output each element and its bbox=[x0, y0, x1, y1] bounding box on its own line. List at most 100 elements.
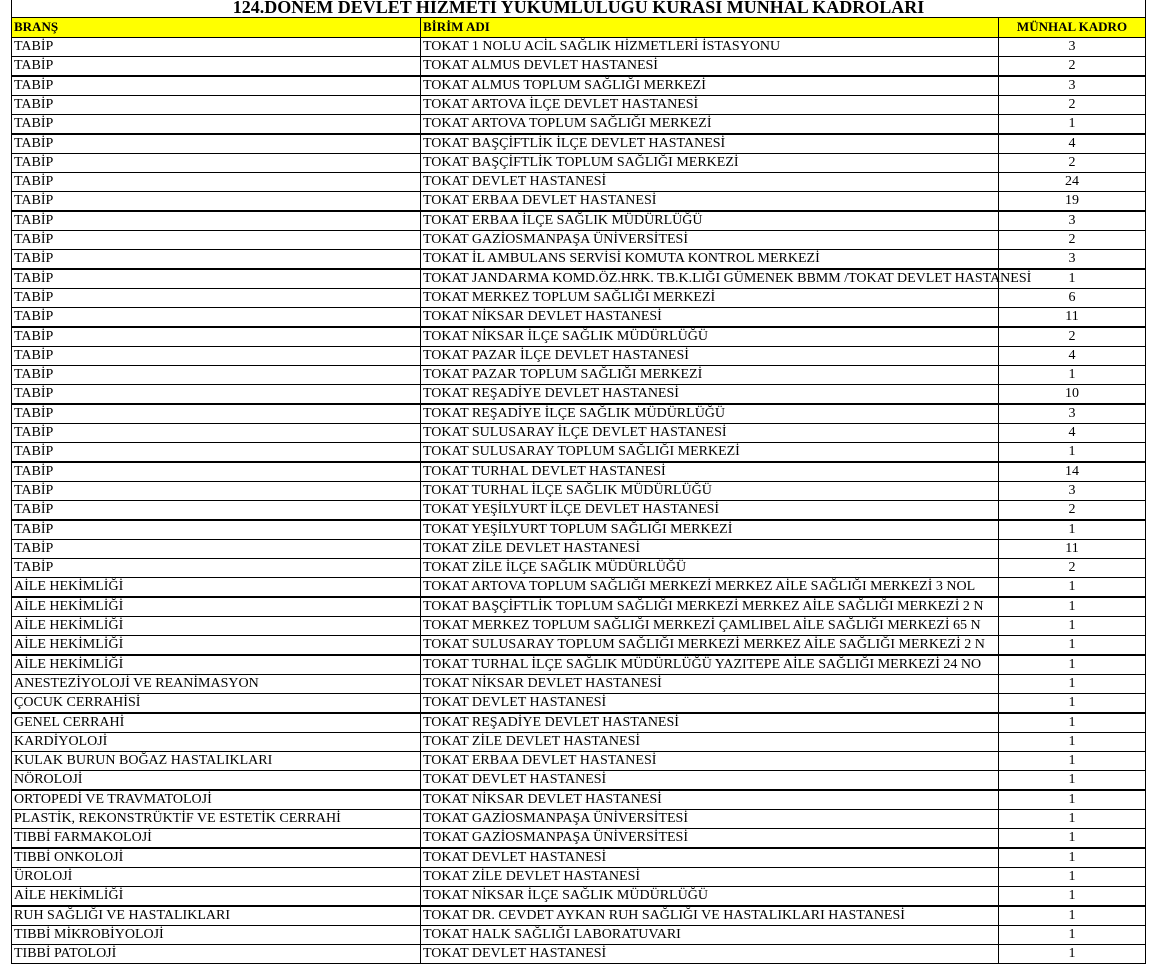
unit-cell: TOKAT ARTOVA TOPLUM SAĞLIĞI MERKEZİ bbox=[420, 114, 999, 134]
branch-cell: TABİP bbox=[11, 37, 421, 57]
unit-cell: TOKAT GAZİOSMANPAŞA ÜNİVERSİTESİ bbox=[420, 828, 999, 848]
unit-cell: TOKAT NİKSAR DEVLET HASTANESİ bbox=[420, 790, 999, 810]
branch-cell: TABİP bbox=[11, 288, 421, 308]
unit-cell: TOKAT TURHAL DEVLET HASTANESİ bbox=[420, 462, 999, 482]
quota-cell: 1 bbox=[998, 269, 1146, 289]
branch-cell: TIBBİ FARMAKOLOJİ bbox=[11, 828, 421, 848]
quota-cell: 1 bbox=[998, 867, 1146, 887]
branch-cell: TABİP bbox=[11, 172, 421, 192]
quota-cell: 2 bbox=[998, 95, 1146, 115]
branch-cell: ÜROLOJİ bbox=[11, 867, 421, 887]
branch-cell: TABİP bbox=[11, 442, 421, 462]
unit-cell: TOKAT DEVLET HASTANESİ bbox=[420, 944, 999, 964]
unit-cell: TOKAT YEŞİLYURT İLÇE DEVLET HASTANESİ bbox=[420, 500, 999, 520]
branch-cell: AİLE HEKİMLİĞİ bbox=[11, 635, 421, 655]
branch-cell: TIBBİ MİKROBİYOLOJİ bbox=[11, 925, 421, 945]
unit-cell: TOKAT REŞADİYE DEVLET HASTANESİ bbox=[420, 713, 999, 733]
branch-cell: AİLE HEKİMLİĞİ bbox=[11, 616, 421, 636]
quota-cell: 4 bbox=[998, 423, 1146, 443]
quota-cell: 2 bbox=[998, 153, 1146, 173]
unit-cell: TOKAT ZİLE DEVLET HASTANESİ bbox=[420, 732, 999, 752]
branch-cell: TIBBİ ONKOLOJİ bbox=[11, 848, 421, 868]
unit-cell: TOKAT PAZAR TOPLUM SAĞLIĞI MERKEZİ bbox=[420, 365, 999, 385]
branch-cell: ÇOCUK CERRAHİSİ bbox=[11, 693, 421, 713]
branch-cell: RUH SAĞLIĞI VE HASTALIKLARI bbox=[11, 906, 421, 926]
unit-cell: TOKAT ALMUS DEVLET HASTANESİ bbox=[420, 56, 999, 76]
quota-cell: 2 bbox=[998, 230, 1146, 250]
quota-cell: 2 bbox=[998, 500, 1146, 520]
unit-cell: TOKAT PAZAR İLÇE DEVLET HASTANESİ bbox=[420, 346, 999, 366]
quota-cell: 1 bbox=[998, 442, 1146, 462]
unit-cell: TOKAT BAŞÇİFTLİK TOPLUM SAĞLIĞI MERKEZİ bbox=[420, 153, 999, 173]
branch-cell: TABİP bbox=[11, 384, 421, 404]
unit-cell: TOKAT ZİLE DEVLET HASTANESİ bbox=[420, 867, 999, 887]
quota-cell: 14 bbox=[998, 462, 1146, 482]
quota-cell: 11 bbox=[998, 307, 1146, 327]
quota-cell: 1 bbox=[998, 365, 1146, 385]
unit-cell: TOKAT DEVLET HASTANESİ bbox=[420, 848, 999, 868]
branch-cell: TABİP bbox=[11, 211, 421, 231]
quota-cell: 2 bbox=[998, 327, 1146, 347]
unit-cell: TOKAT BAŞÇİFTLİK TOPLUM SAĞLIĞI MERKEZİ … bbox=[420, 597, 999, 617]
branch-cell: NÖROLOJİ bbox=[11, 770, 421, 790]
branch-cell: TABİP bbox=[11, 346, 421, 366]
unit-cell: TOKAT DEVLET HASTANESİ bbox=[420, 172, 999, 192]
unit-cell: TOKAT BAŞÇİFTLİK İLÇE DEVLET HASTANESİ bbox=[420, 134, 999, 154]
unit-cell: TOKAT TURHAL İLÇE SAĞLIK MÜDÜRLÜĞÜ bbox=[420, 481, 999, 501]
branch-cell: TABİP bbox=[11, 56, 421, 76]
quota-cell: 24 bbox=[998, 172, 1146, 192]
table-title: 124.DÖNEM DEVLET HİZMETİ YÜKÜMLÜLÜĞÜ KUR… bbox=[11, 0, 1146, 18]
branch-cell: TABİP bbox=[11, 191, 421, 211]
quota-cell: 3 bbox=[998, 249, 1146, 269]
quota-cell: 3 bbox=[998, 481, 1146, 501]
quota-cell: 4 bbox=[998, 346, 1146, 366]
unit-cell: TOKAT TURHAL İLÇE SAĞLIK MÜDÜRLÜĞÜ YAZIT… bbox=[420, 655, 999, 675]
branch-cell: TABİP bbox=[11, 327, 421, 347]
branch-cell: TABİP bbox=[11, 134, 421, 154]
quota-cell: 1 bbox=[998, 597, 1146, 617]
unit-cell: TOKAT SULUSARAY İLÇE DEVLET HASTANESİ bbox=[420, 423, 999, 443]
unit-cell: TOKAT NİKSAR İLÇE SAĞLIK MÜDÜRLÜĞÜ bbox=[420, 886, 999, 906]
unit-cell: TOKAT NİKSAR DEVLET HASTANESİ bbox=[420, 674, 999, 694]
quota-cell: 11 bbox=[998, 539, 1146, 559]
quota-cell: 1 bbox=[998, 114, 1146, 134]
quota-cell: 2 bbox=[998, 56, 1146, 76]
branch-cell: TABİP bbox=[11, 423, 421, 443]
quota-cell: 1 bbox=[998, 693, 1146, 713]
quota-cell: 1 bbox=[998, 732, 1146, 752]
quota-cell: 1 bbox=[998, 577, 1146, 597]
branch-cell: TIBBİ PATOLOJİ bbox=[11, 944, 421, 964]
unit-cell: TOKAT ARTOVA İLÇE DEVLET HASTANESİ bbox=[420, 95, 999, 115]
branch-cell: ORTOPEDİ VE TRAVMATOLOJİ bbox=[11, 790, 421, 810]
branch-cell: AİLE HEKİMLİĞİ bbox=[11, 597, 421, 617]
unit-cell: TOKAT ZİLE DEVLET HASTANESİ bbox=[420, 539, 999, 559]
branch-cell: ANESTEZİYOLOJİ VE REANİMASYON bbox=[11, 674, 421, 694]
unit-cell: TOKAT SULUSARAY TOPLUM SAĞLIĞI MERKEZİ bbox=[420, 442, 999, 462]
unit-cell: TOKAT GAZİOSMANPAŞA ÜNİVERSİTESİ bbox=[420, 230, 999, 250]
unit-cell: TOKAT DR. CEVDET AYKAN RUH SAĞLIĞI VE HA… bbox=[420, 906, 999, 926]
quota-cell: 3 bbox=[998, 404, 1146, 424]
branch-cell: AİLE HEKİMLİĞİ bbox=[11, 655, 421, 675]
unit-cell: TOKAT ARTOVA TOPLUM SAĞLIĞI MERKEZİ MERK… bbox=[420, 577, 999, 597]
unit-cell: TOKAT ERBAA DEVLET HASTANESİ bbox=[420, 751, 999, 771]
unit-cell: TOKAT MERKEZ TOPLUM SAĞLIĞI MERKEZİ ÇAML… bbox=[420, 616, 999, 636]
quota-cell: 1 bbox=[998, 925, 1146, 945]
unit-cell: TOKAT GAZİOSMANPAŞA ÜNİVERSİTESİ bbox=[420, 809, 999, 829]
unit-cell: TOKAT REŞADİYE İLÇE SAĞLIK MÜDÜRLÜĞÜ bbox=[420, 404, 999, 424]
header-cell: BRANŞ bbox=[11, 17, 421, 38]
unit-cell: TOKAT REŞADİYE DEVLET HASTANESİ bbox=[420, 384, 999, 404]
branch-cell: TABİP bbox=[11, 520, 421, 540]
quota-cell: 1 bbox=[998, 635, 1146, 655]
quota-cell: 1 bbox=[998, 809, 1146, 829]
quota-cell: 10 bbox=[998, 384, 1146, 404]
header-cell: BİRİM ADI bbox=[420, 17, 999, 38]
quota-cell: 1 bbox=[998, 770, 1146, 790]
quota-cell: 1 bbox=[998, 520, 1146, 540]
branch-cell: TABİP bbox=[11, 365, 421, 385]
unit-cell: TOKAT SULUSARAY TOPLUM SAĞLIĞI MERKEZİ M… bbox=[420, 635, 999, 655]
quota-cell: 3 bbox=[998, 76, 1146, 96]
quota-cell: 1 bbox=[998, 906, 1146, 926]
unit-cell: TOKAT NİKSAR DEVLET HASTANESİ bbox=[420, 307, 999, 327]
unit-cell: TOKAT ERBAA İLÇE SAĞLIK MÜDÜRLÜĞÜ bbox=[420, 211, 999, 231]
branch-cell: TABİP bbox=[11, 404, 421, 424]
